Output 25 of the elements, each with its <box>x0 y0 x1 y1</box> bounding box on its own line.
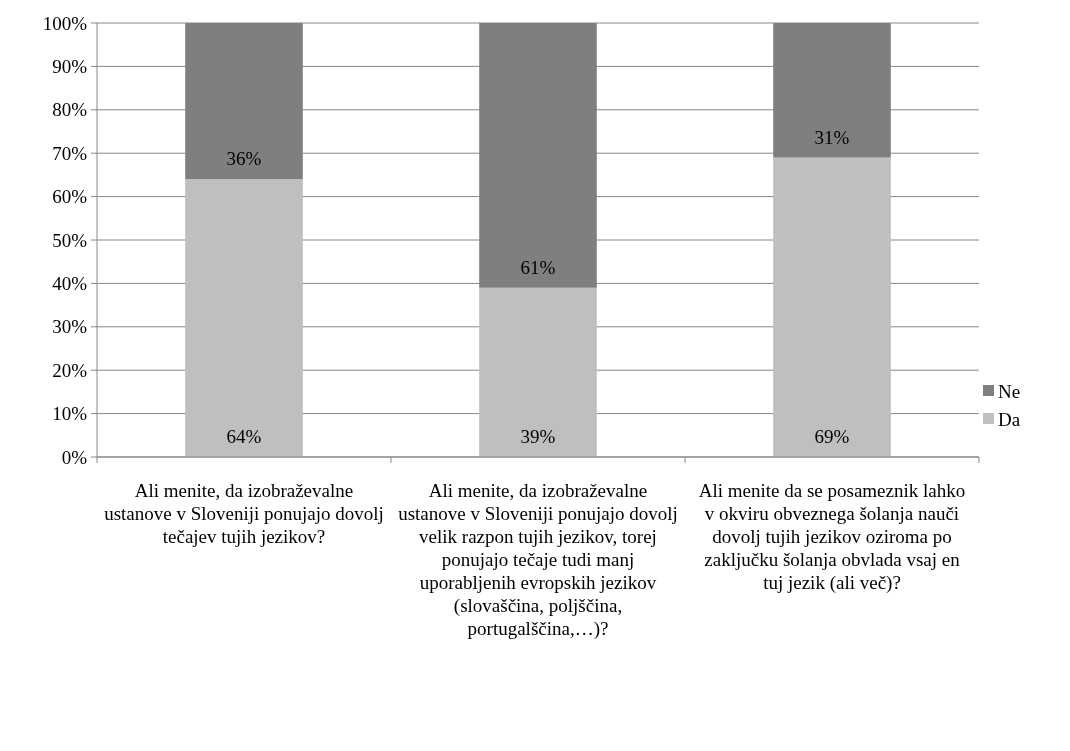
data-label: 61% <box>520 256 556 278</box>
y-tick-label: 90% <box>52 56 88 78</box>
y-tick-label: 10% <box>52 403 88 425</box>
y-tick-label: 60% <box>52 186 88 208</box>
y-tick-label: 20% <box>52 359 88 381</box>
y-tick-label: 30% <box>52 316 88 338</box>
y-tick-label: 100% <box>42 12 88 34</box>
data-label: 36% <box>226 148 262 170</box>
bar <box>185 179 303 457</box>
legend-label: Da <box>998 408 1021 430</box>
legend-label: Ne <box>998 380 1021 402</box>
bar <box>773 157 891 457</box>
y-tick-label: 50% <box>52 229 88 251</box>
y-tick-label: 80% <box>52 99 88 121</box>
data-label: 39% <box>520 426 556 447</box>
x-tick-label: Ali menite, da izobraževalne ustanove v Sloveniji ponujajo dovolj tečajev tujih jezikov? <box>104 480 384 547</box>
bar <box>479 287 597 457</box>
y-tick-label: 0% <box>61 446 88 468</box>
data-label: 69% <box>814 426 850 447</box>
x-tick-label: Ali menite, da izobraževalne ustanove v Sloveniji ponujajo dovolj velik razpon tujih jezikov, torej ponujajo tečaje tudi manj uporabljenih evropskih jezikov (slovaščina, poljščina, portugalščina,…)? <box>398 480 678 640</box>
x-tick-label: Ali menite da se posameznik lahko v okviru obveznega šolanja nauči dovolj tujih jezikov oziroma po zaključku šolanja obvlada vsaj en tuj jezik (ali več)? <box>698 480 966 594</box>
y-tick-label: 40% <box>52 273 88 295</box>
data-label: 64% <box>226 426 262 447</box>
y-tick-label: 70% <box>52 142 88 164</box>
data-label: 31% <box>814 126 850 148</box>
